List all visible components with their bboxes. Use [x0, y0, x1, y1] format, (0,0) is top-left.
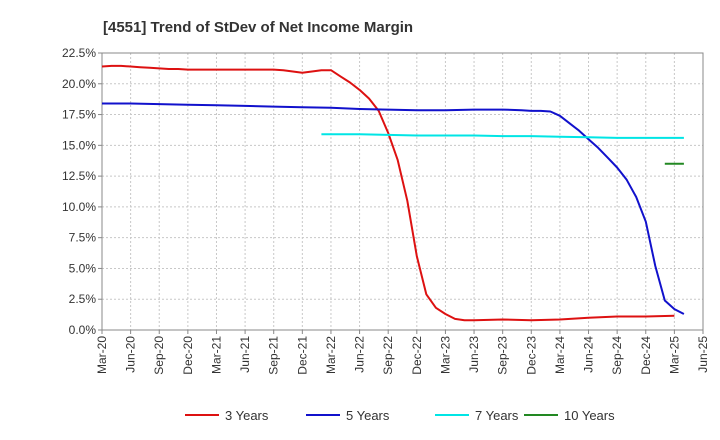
series-line-3	[321, 133, 684, 139]
x-tick-label: Mar-23	[438, 336, 452, 374]
chart-title: [4551] Trend of StDev of Net Income Marg…	[103, 19, 413, 36]
series-line-1	[101, 64, 675, 322]
x-tick-label: Jun-22	[353, 336, 367, 373]
x-tick-label: Mar-25	[667, 336, 681, 374]
x-tick-label: Dec-20	[181, 336, 195, 375]
x-tick-label: Mar-22	[324, 336, 338, 374]
plot-frame	[101, 52, 704, 331]
x-tick-label: Jun-24	[582, 336, 596, 373]
x-tick-label: Sep-24	[610, 336, 624, 375]
y-axis: 0.0% 2.5% 5.0% 7.5% 10.0% 12.5% 15.0% 17.5% 20.0…	[62, 46, 102, 337]
x-tick-label: Jun-25	[696, 336, 710, 373]
y-tick-label: 7.5%	[69, 231, 97, 245]
legend: 3 Years 5 Years 7 Years 10 Years	[185, 408, 615, 423]
x-tick-label: Mar-24	[553, 336, 567, 374]
x-tick-label: Jun-20	[124, 336, 138, 373]
x-tick-label: Sep-23	[496, 336, 510, 375]
y-tick-label: 22.5%	[62, 46, 96, 60]
y-tick-label: 20.0%	[62, 77, 96, 91]
legend-label-3: 7 Years	[475, 408, 519, 423]
legend-label-1: 3 Years	[225, 408, 269, 423]
x-tick-label: Mar-20	[95, 336, 109, 374]
x-tick-label: Sep-22	[381, 336, 395, 375]
y-tick-label: 15.0%	[62, 138, 96, 152]
y-tick-label: 10.0%	[62, 200, 96, 214]
y-tick-label: 0.0%	[69, 323, 97, 337]
y-tick-label: 12.5%	[62, 169, 96, 183]
legend-label-2: 5 Years	[346, 408, 390, 423]
x-tick-label: Sep-21	[267, 336, 281, 375]
y-tick-label: 2.5%	[69, 292, 97, 306]
x-tick-label: Sep-20	[152, 336, 166, 375]
grid	[101, 52, 704, 331]
y-tick-label: 5.0%	[69, 261, 97, 275]
y-tick-label: 17.5%	[62, 108, 96, 122]
x-tick-label: Jun-23	[467, 336, 481, 373]
series-lines	[101, 64, 685, 322]
x-tick-label: Dec-21	[295, 336, 309, 375]
x-tick-label: Dec-22	[410, 336, 424, 375]
x-tick-label: Dec-23	[524, 336, 538, 375]
x-axis: Mar-20 Jun-20 Sep-20 Dec-20 Mar-21 Jun-21 Sep-…	[95, 330, 710, 375]
series-line-2	[102, 102, 685, 315]
legend-label-4: 10 Years	[564, 408, 615, 423]
x-tick-label: Dec-24	[639, 336, 653, 375]
x-tick-label: Jun-21	[238, 336, 252, 373]
x-tick-label: Mar-21	[209, 336, 223, 374]
